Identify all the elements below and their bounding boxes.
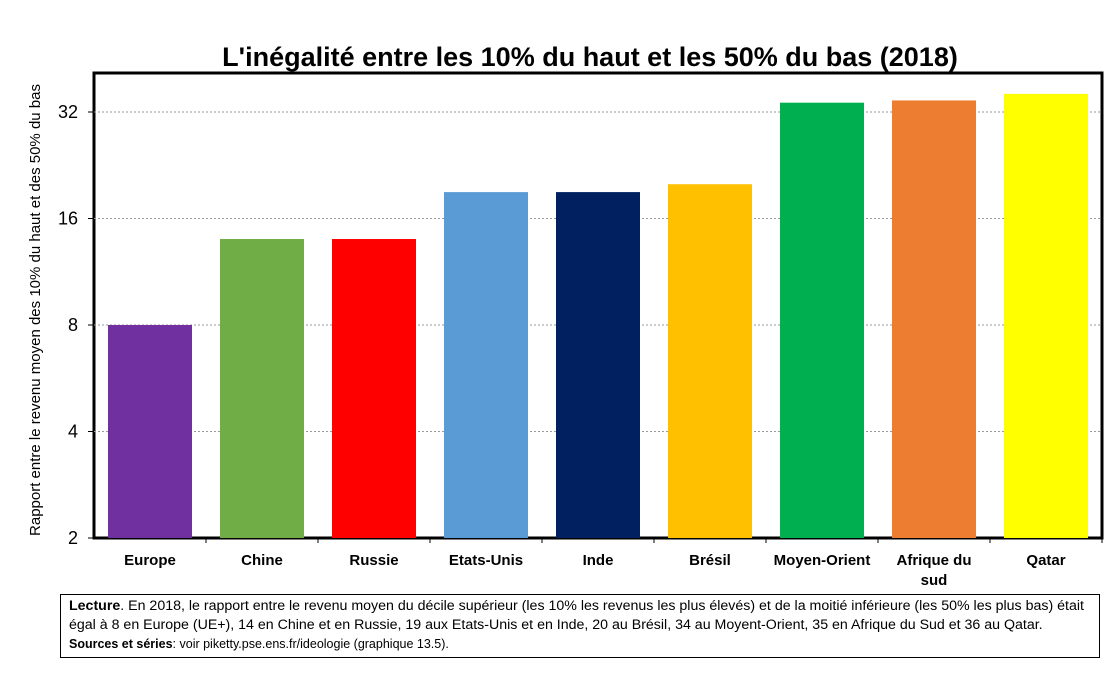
bar — [556, 192, 640, 539]
x-tick-label: Etats-Unis — [449, 552, 523, 569]
x-tick-label: Afrique du sud — [897, 552, 972, 589]
bar — [780, 102, 864, 538]
y-tick-label: 32 — [58, 102, 78, 122]
x-tick-label: Moyen-Orient — [774, 552, 871, 569]
y-tick-label: 16 — [58, 209, 78, 229]
x-tick-label: Qatar — [1026, 552, 1065, 569]
x-tick-label: Chine — [241, 552, 283, 569]
chart-title: L'inégalité entre les 10% du haut et les… — [222, 42, 958, 72]
note-sources-text: : voir piketty.pse.ens.fr/ideologie (gra… — [172, 637, 449, 651]
y-axis-ticks: 2 4 8 16 32 — [58, 102, 94, 548]
y-tick-label: 4 — [68, 422, 78, 442]
note-lead: Lecture — [69, 598, 121, 614]
x-tick-label: Europe — [124, 552, 176, 569]
y-tick-label: 2 — [68, 528, 78, 548]
note-sources-label: Sources et séries — [69, 637, 173, 651]
bar — [892, 100, 976, 539]
x-tick-label: Inde — [583, 552, 614, 569]
bar — [332, 239, 416, 538]
x-axis-ticks: Europe Chine Russie Etats-Unis Inde Brésil Moy… — [124, 538, 1103, 589]
y-tick-label: 8 — [68, 315, 78, 335]
bar — [108, 325, 192, 538]
bar — [220, 239, 304, 538]
note-text: . En 2018, le rapport entre le revenu mo… — [69, 598, 1084, 633]
y-axis-label: Rapport entre le revenu moyen des 10% du… — [27, 84, 44, 536]
bars — [108, 93, 1088, 539]
bar — [668, 184, 752, 538]
reading-note: Lecture. En 2018, le rapport entre le re… — [60, 594, 1100, 658]
bar — [1004, 93, 1088, 538]
bar — [444, 192, 528, 539]
x-tick-label: Brésil — [689, 552, 731, 569]
x-tick-label: Russie — [349, 552, 398, 569]
